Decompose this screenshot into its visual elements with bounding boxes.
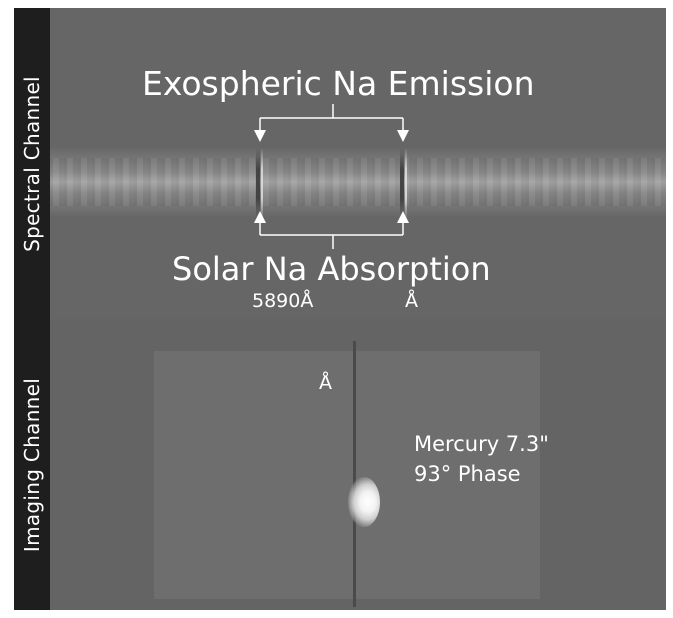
- slit-label: Å: [319, 372, 332, 394]
- wavelength-label-5890: 5890Å: [252, 290, 314, 312]
- mercury-image: [348, 477, 380, 527]
- target-phase-label: 93° Phase: [414, 462, 521, 486]
- imaging-panel: [50, 319, 666, 610]
- emission-bracket: [254, 104, 409, 142]
- imaging-field: [154, 351, 540, 599]
- target-size-label: Mercury 7.3": [414, 432, 549, 456]
- emission-line-d2: [261, 148, 263, 220]
- spectrograph-slit: [353, 341, 356, 607]
- spectrum-fringes: [50, 158, 666, 206]
- spectral-channel-bar: Spectral Channel: [14, 8, 50, 319]
- absorption-line-d2: [256, 148, 260, 220]
- emission-label: Exospheric Na Emission: [142, 64, 535, 103]
- absorption-label: Solar Na Absorption: [172, 250, 491, 288]
- wavelength-label-right: Å: [405, 290, 418, 312]
- absorption-line-d1: [400, 148, 404, 220]
- emission-line-d1: [405, 148, 407, 220]
- absorption-bracket: [254, 211, 409, 249]
- sodium-spectrum-band: [50, 147, 666, 217]
- imaging-channel-bar: Imaging Channel: [14, 319, 50, 610]
- spectral-panel: [50, 8, 666, 319]
